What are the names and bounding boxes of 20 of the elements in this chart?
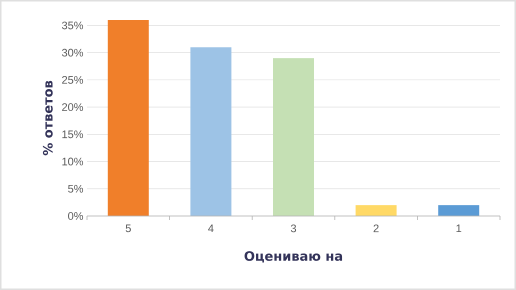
bar xyxy=(190,47,232,216)
x-tick-label: 1 xyxy=(456,224,462,232)
bar xyxy=(438,205,480,216)
x-tick-label: 4 xyxy=(208,224,214,232)
y-axis-title: % ответов xyxy=(42,80,53,156)
x-axis-title: Оцениваю на xyxy=(244,251,342,263)
bar xyxy=(108,20,149,216)
bar xyxy=(356,205,397,216)
y-tick-label: 5% xyxy=(68,184,84,193)
y-tick-label: 0% xyxy=(68,212,84,220)
y-tick-label: 35% xyxy=(62,22,84,30)
bar xyxy=(273,58,314,216)
x-tick-label: 2 xyxy=(374,224,379,232)
x-tick-label: 5 xyxy=(126,224,131,232)
y-tick-label: 30% xyxy=(62,48,84,57)
y-tick-label: 25% xyxy=(62,76,84,84)
y-tick-label: 10% xyxy=(62,158,84,166)
x-tick-label: 3 xyxy=(290,224,296,232)
y-tick-label: 15% xyxy=(62,130,84,138)
y-tick-label: 20% xyxy=(62,103,84,111)
